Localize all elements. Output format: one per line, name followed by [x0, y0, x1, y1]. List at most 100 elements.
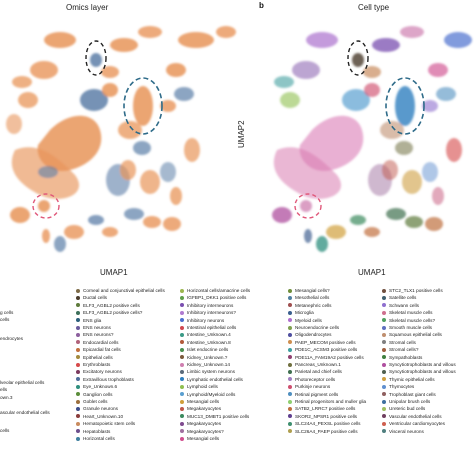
legend-label: Inhibitory interneurons?: [187, 310, 236, 316]
legend-item: Kidney_Unknown.?: [180, 355, 227, 361]
legend-label: Neuroendocrine cells: [295, 325, 340, 330]
legend-item: Microglia: [288, 310, 314, 316]
legend-swatch: [288, 362, 292, 367]
legend-item: Neuroendocrine cells: [288, 325, 339, 331]
legend-label: Trophoblast giant cells: [389, 391, 436, 397]
legend-item: Ductal cells: [76, 295, 107, 301]
panel-a-xlabel: UMAP1: [100, 268, 128, 277]
panel-a-highlight-blue: [123, 77, 163, 135]
legend-swatch: [180, 295, 184, 300]
legend-swatch: [288, 406, 292, 411]
legend-label: PDE1C_ACSM3 positive cells: [295, 347, 358, 353]
legend-label: Squamous epithelial cells: [389, 332, 442, 338]
legend-swatch: [180, 406, 184, 411]
legend-label: Megakaryocytes?: [187, 428, 224, 434]
legend-label: Ductal cells: [83, 295, 107, 301]
legend-label: Inhibitory interneurons: [187, 302, 234, 308]
legend-item: Sympathoblasts: [382, 355, 422, 361]
panel-a-umap: [6, 26, 236, 252]
legend-swatch: [180, 377, 184, 382]
legend-swatch: [288, 384, 292, 389]
legend-label: Parietal and chief cells: [295, 369, 342, 375]
legend-label: Retinal pigment cells: [295, 391, 339, 397]
legend-swatch: [76, 318, 80, 323]
legend-item: Thymic epithelial cells: [382, 377, 435, 383]
legend-item: Lymphatic endothelial cells: [180, 377, 243, 383]
legend-item: Eye_Unknown.6: [76, 384, 117, 390]
legend-label: Lymphatic endothelial cells: [187, 376, 243, 382]
legend-item: Endocardial cells: [76, 340, 118, 346]
legend-swatch: [76, 399, 80, 404]
legend-label: Sympathoblasts: [389, 354, 423, 360]
legend-item: Megakaryocytes: [180, 406, 221, 412]
legend-swatch: [180, 288, 184, 293]
panel-a-title: Omics layer: [66, 3, 109, 12]
legend-item: Horizontal cells: [76, 436, 115, 442]
legend-swatch: [76, 332, 80, 337]
legend-swatch: [180, 399, 184, 404]
legend-label: Lymphoid/Myeloid cells: [187, 391, 236, 397]
legend-swatch: [180, 347, 184, 352]
legend-label: Kidney_Unknown.?: [187, 354, 228, 360]
legend-label: Lymphoid cells: [187, 384, 218, 390]
legend-item: Inhibitory neurons: [180, 318, 224, 324]
legend-swatch: [382, 429, 386, 434]
legend-label: Syncytiotrophoblasts and villous: [389, 362, 456, 367]
panel-b-letter: b: [259, 1, 264, 10]
legend-swatch: [180, 332, 184, 337]
legend-swatch: [180, 355, 184, 360]
legend-swatch: [288, 355, 292, 360]
panel-b-xlabel: UMAP1: [358, 268, 386, 277]
legend-item: SLC24A4_PEXSL positive cells: [288, 421, 361, 427]
legend-swatch: [382, 414, 386, 419]
legend-label: SLC26A4_PAEP positive cells: [295, 428, 358, 434]
legend-swatch: [382, 421, 386, 426]
legend-label: Inhibitory neurons: [187, 317, 225, 323]
legend-swatch: [180, 310, 184, 315]
legend-item: STC2_TLX1 positive cells: [382, 288, 443, 294]
legend-item: SATB2_LRRC7 positive cells: [288, 406, 355, 412]
legend-swatch: [382, 303, 386, 308]
legend-swatch: [382, 377, 386, 382]
legend-label: Skeletal muscle cells?: [389, 317, 436, 323]
legend-item: Intestine_Unknown.8: [180, 340, 231, 346]
legend-swatch: [180, 421, 184, 426]
legend-item: Goblet cells: [76, 399, 108, 405]
legend-label: ENS neurons?: [83, 332, 114, 338]
legend-label: IGFBP1_DKK1 positive cells: [187, 295, 247, 301]
legend-item: Lymphoid/Myeloid cells: [180, 392, 235, 398]
legend-item: Retinal progenitors and muller glia: [288, 399, 366, 405]
legend-item: Inhibitory interneurons?: [180, 310, 236, 316]
legend-label: Islet endocrine cells: [187, 347, 229, 353]
legend-swatch: [180, 414, 184, 419]
legend-swatch: [76, 406, 80, 411]
legend-swatch: [76, 355, 80, 360]
legend-item: Satellite cells: [382, 295, 416, 301]
panel-b-highlight-blue: [385, 77, 425, 135]
legend-swatch: [382, 295, 386, 300]
legend-swatch: [76, 288, 80, 293]
legend-item: Horizontal cells/amacrine cells: [180, 288, 250, 294]
legend-swatch: [382, 362, 386, 367]
legend-item: Mesangial cells: [180, 399, 219, 405]
legend-swatch: [382, 288, 386, 293]
legend-item: Hepatoblasts: [76, 429, 110, 435]
legend-item: Heart_Unknown.10: [76, 414, 123, 420]
legend-swatch: [76, 436, 80, 441]
legend-swatch: [382, 325, 386, 330]
legend-swatch: [382, 347, 386, 352]
legend-swatch: [288, 288, 292, 293]
cell-type-legend: g cells cells endrocytes lveolar epithelial…: [0, 288, 474, 474]
legend-item: ENS neurons?: [76, 332, 114, 338]
legend-swatch: [76, 303, 80, 308]
legend-label: Purkinje neurons: [295, 384, 331, 390]
legend-label: Thymocytes: [389, 384, 415, 390]
legend-label: Horizontal cells/amacrine cells: [187, 288, 251, 293]
legend-swatch: [382, 340, 386, 345]
legend-swatch: [180, 392, 184, 397]
legend-item: Syncytiotrophoblasts and villous: [382, 362, 456, 368]
panel-a-highlight-dark: [85, 40, 107, 76]
legend-item: Hematopoietic stem cells: [76, 421, 135, 427]
legend-label: Goblet cells: [83, 399, 108, 404]
legend-swatch: [288, 392, 292, 397]
